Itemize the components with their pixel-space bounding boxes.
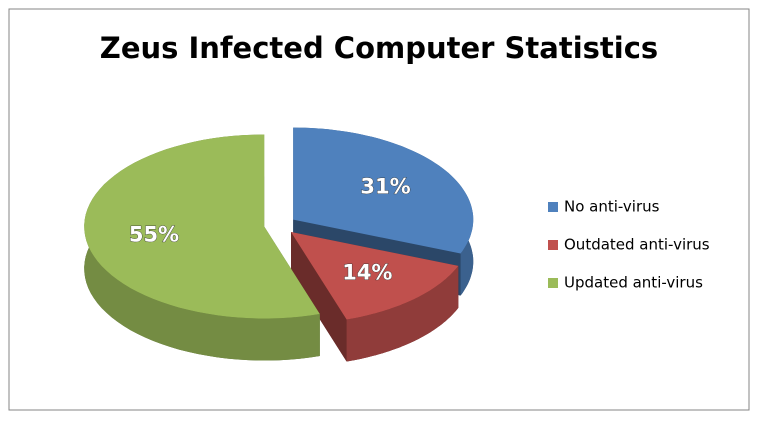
slice-wall [346,265,459,362]
slice-edge [291,232,347,362]
legend-swatch [548,278,558,288]
legend-label: Updated anti-virus [564,274,703,292]
data-label: 14% [342,261,392,285]
legend-label: Outdated anti-virus [564,236,710,254]
legend-label: No anti-virus [564,198,660,216]
slice [291,232,459,320]
legend-swatch [548,240,558,250]
data-label: 55% [129,222,179,246]
slice [84,134,320,319]
chart-title: Zeus Infected Computer Statistics [100,31,658,65]
data-label: 31% [360,175,410,199]
legend-swatch [548,202,558,212]
slice [293,127,474,254]
